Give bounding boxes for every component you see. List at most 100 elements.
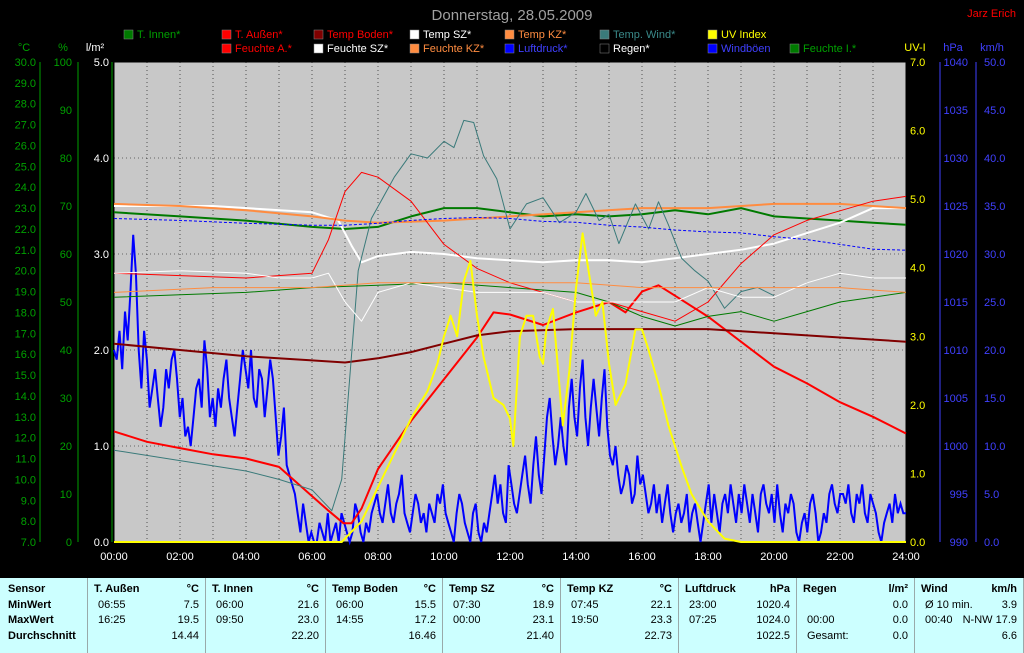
tick-kmh: 40.0 <box>984 153 1005 165</box>
stats-row-label: Sensor <box>8 583 46 595</box>
legend-label: Feuchte I.* <box>803 43 857 55</box>
tick-celsius: 22.0 <box>15 224 36 236</box>
stats-time: 07:30 <box>453 599 481 611</box>
tick-celsius: 28.0 <box>15 99 36 111</box>
stats-value: 22.73 <box>644 630 672 642</box>
tick-celsius: 13.0 <box>15 412 36 424</box>
statistics-table: Sensor MinWert MaxWert Durchschnitt T. Außen… <box>0 578 1024 653</box>
stats-column-head: T. Innen <box>212 583 253 595</box>
legend-swatch <box>599 43 610 54</box>
tick-percent: 10 <box>60 489 72 501</box>
tick-hpa: 1040 <box>944 57 968 69</box>
series-uv-index <box>114 232 906 543</box>
stats-column-unit: hPa <box>769 583 790 595</box>
stats-value: 19.5 <box>177 614 199 626</box>
tick-hpa: 1015 <box>944 297 968 309</box>
legend-swatch <box>313 43 324 54</box>
stats-value: 23.1 <box>532 614 554 626</box>
stats-column-unit: °C <box>423 583 436 595</box>
tick-kmh: 50.0 <box>984 57 1005 69</box>
stats-time: 09:50 <box>216 614 244 626</box>
tick-celsius: 8.0 <box>21 516 36 528</box>
stats-column: T. Außen °C 06:55 7.5 16:25 19.5 14.44 <box>88 578 206 653</box>
stats-time: 06:55 <box>98 599 126 611</box>
stats-time: 14:55 <box>336 614 364 626</box>
axis-unit-uv: UV-I <box>904 42 925 54</box>
tick-rain: 4.0 <box>94 153 109 165</box>
stats-value: 21.6 <box>297 599 319 611</box>
stats-value: 14.44 <box>171 630 199 642</box>
legend-swatch <box>221 29 232 40</box>
tick-time: 02:00 <box>166 551 194 563</box>
tick-celsius: 27.0 <box>15 120 36 132</box>
tick-uv: 2.0 <box>910 400 925 412</box>
tick-kmh: 30.0 <box>984 249 1005 261</box>
stats-column-unit: °C <box>541 583 554 595</box>
legend-label: Feuchte SZ* <box>327 43 389 55</box>
stats-value: 23.0 <box>297 614 319 626</box>
tick-kmh: 25.0 <box>984 297 1005 309</box>
stats-column-unit: °C <box>306 583 319 595</box>
stats-time: Ø 10 min. <box>925 599 973 611</box>
tick-kmh: 35.0 <box>984 201 1005 213</box>
tick-rain: 5.0 <box>94 57 109 69</box>
axis-unit-celsius: °C <box>18 42 30 54</box>
stats-value: 0.0 <box>892 599 908 611</box>
tick-celsius: 21.0 <box>15 245 36 257</box>
stats-column-head: Temp KZ <box>567 583 614 595</box>
tick-celsius: 23.0 <box>15 203 36 215</box>
tick-celsius: 24.0 <box>15 182 36 194</box>
stats-column: Wind km/h Ø 10 min. 3.9 00:40 N-NW 17.9 6.6 <box>915 578 1024 653</box>
stats-time: 23:00 <box>689 599 717 611</box>
stats-value: 0.0 <box>892 630 908 642</box>
stats-value: 7.5 <box>183 599 199 611</box>
tick-kmh: 45.0 <box>984 105 1005 117</box>
stats-value: N-NW 17.9 <box>962 614 1017 626</box>
tick-kmh: 20.0 <box>984 345 1005 357</box>
tick-time: 04:00 <box>232 551 260 563</box>
stats-value: 0.0 <box>892 614 908 626</box>
tick-time: 10:00 <box>430 551 458 563</box>
tick-time: 00:00 <box>100 551 128 563</box>
tick-celsius: 30.0 <box>15 57 36 69</box>
tick-celsius: 17.0 <box>15 328 36 340</box>
tick-celsius: 16.0 <box>15 349 36 361</box>
stats-time: 00:00 <box>453 614 481 626</box>
stats-value: 1020.4 <box>756 599 790 611</box>
stats-column-head: Temp SZ <box>449 583 495 595</box>
stats-row-label: MinWert <box>8 599 52 611</box>
tick-celsius: 9.0 <box>21 495 36 507</box>
stats-column-head: Temp Boden <box>332 583 398 595</box>
stats-value: 17.2 <box>414 614 436 626</box>
legend-swatch <box>707 43 718 54</box>
tick-uv: 6.0 <box>910 126 925 138</box>
tick-hpa: 1030 <box>944 153 968 165</box>
legend-swatch <box>313 29 324 40</box>
stats-column: Temp SZ °C 07:30 18.9 00:00 23.1 21.40 <box>443 578 561 653</box>
legend-label: Temp. Wind* <box>613 29 676 41</box>
stats-column-unit: km/h <box>991 583 1017 595</box>
tick-hpa: 990 <box>950 537 968 549</box>
tick-kmh: 10.0 <box>984 441 1005 453</box>
tick-percent: 30 <box>60 393 72 405</box>
tick-kmh: 0.0 <box>984 537 999 549</box>
tick-time: 08:00 <box>364 551 392 563</box>
tick-percent: 0 <box>66 537 72 549</box>
tick-celsius: 19.0 <box>15 287 36 299</box>
stats-column-unit: °C <box>186 583 199 595</box>
legend-label: Luftdruck* <box>518 43 568 55</box>
tick-percent: 90 <box>60 105 72 117</box>
stats-time: 00:40 <box>925 614 953 626</box>
tick-time: 18:00 <box>694 551 722 563</box>
tick-percent: 40 <box>60 345 72 357</box>
stats-time: 16:25 <box>98 614 126 626</box>
stats-value: 22.1 <box>650 599 672 611</box>
tick-percent: 50 <box>60 297 72 309</box>
series-luftdruck <box>113 217 907 251</box>
tick-hpa: 1025 <box>944 201 968 213</box>
axis-unit-hpa: hPa <box>943 42 963 54</box>
chart-legend: T. Innen* T. Außen* Temp Boden* Temp SZ* Tem… <box>123 29 857 55</box>
stats-column-head: Regen <box>803 583 837 595</box>
series-feuchte-sz <box>113 270 906 322</box>
stats-time: 06:00 <box>336 599 364 611</box>
